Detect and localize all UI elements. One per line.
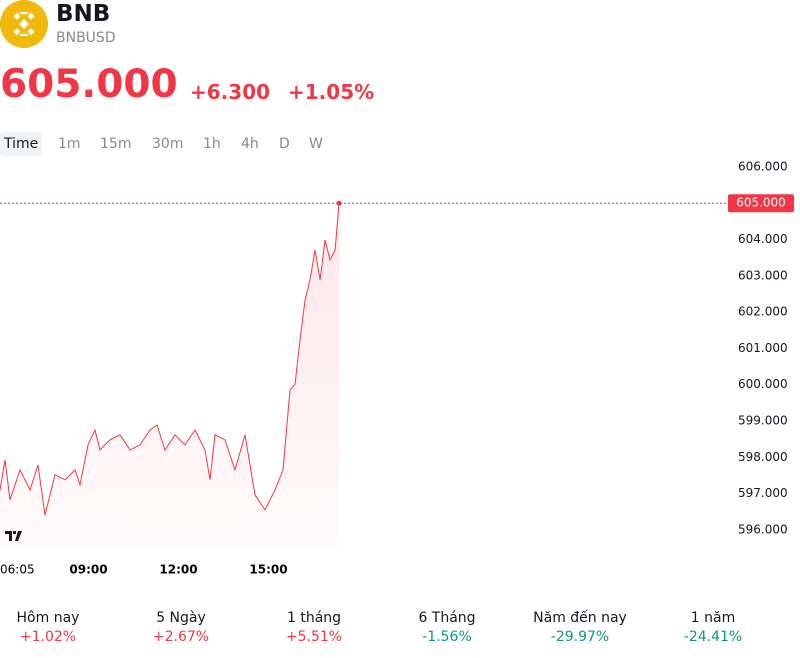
- timeframe-button[interactable]: W: [309, 136, 323, 152]
- performance-value: +1.02%: [19, 629, 77, 645]
- performance-value: +5.51%: [285, 629, 343, 645]
- y-tick-label: 597.000: [738, 486, 788, 500]
- performance-item: 6 Tháng -1.56%: [382, 610, 512, 645]
- y-tick-label: 599.000: [738, 413, 788, 427]
- y-tick-label: 606.000: [738, 159, 788, 173]
- x-tick-label: 09:00: [69, 563, 107, 577]
- timeframe-button[interactable]: D: [279, 136, 290, 152]
- y-tick-label: 598.000: [738, 450, 788, 464]
- performance-value: +2.67%: [152, 629, 210, 645]
- performance-item: 5 Ngày +2.67%: [116, 610, 246, 645]
- y-tick-label: 596.000: [738, 522, 788, 536]
- y-tick-label: 603.000: [738, 268, 788, 282]
- last-price: 605.000: [0, 62, 178, 107]
- last-price-tag-label: 605.000: [736, 196, 786, 210]
- symbol-name: BNB: [56, 1, 111, 27]
- x-tick-label: 15:00: [249, 563, 287, 577]
- price-change-percent: +1.05%: [288, 80, 375, 104]
- price-change: +6.300: [190, 80, 271, 104]
- timeframe-button[interactable]: 1h: [203, 136, 221, 152]
- performance-item: 1 năm -24.41%: [648, 610, 778, 645]
- y-tick-label: 600.000: [738, 377, 788, 391]
- performance-value: -1.56%: [422, 629, 472, 645]
- performance-label: 1 tháng: [286, 610, 342, 626]
- timeframe-button[interactable]: 1m: [58, 136, 81, 152]
- y-tick-label: 604.000: [738, 232, 788, 246]
- x-tick-label: 06:05: [0, 563, 35, 577]
- coin-logo: [0, 0, 48, 48]
- performance-value: -29.97%: [550, 629, 610, 645]
- performance-label: Năm đến nay: [533, 610, 627, 626]
- last-price-tag: [728, 194, 794, 213]
- performance-item: Năm đến nay -29.97%: [515, 610, 645, 645]
- y-tick-label: 601.000: [738, 341, 788, 355]
- symbol-ticker: BNBUSD: [56, 30, 116, 46]
- performance-label: Hôm nay: [16, 610, 80, 626]
- performance-label: 5 Ngày: [156, 610, 206, 626]
- last-point: [336, 200, 342, 206]
- performance-item: Hôm nay +1.02%: [0, 610, 113, 645]
- x-tick-label: 12:00: [159, 563, 197, 577]
- performance-label: 1 năm: [690, 610, 736, 626]
- chart: 596.000 597.000 598.000 599.000 600.000 601.0…: [0, 159, 794, 577]
- y-tick-label: 602.000: [738, 305, 788, 319]
- performance-value: -24.41%: [683, 629, 743, 645]
- timeframe-button[interactable]: Time: [0, 132, 43, 156]
- price-line: [0, 203, 340, 516]
- timeframe-button[interactable]: 4h: [241, 136, 259, 152]
- timeframe-button[interactable]: 30m: [152, 136, 184, 152]
- performance-label: 6 Tháng: [418, 610, 476, 626]
- performance-item: 1 tháng +5.51%: [249, 610, 379, 645]
- area-fill: [0, 203, 340, 548]
- timeframe-button[interactable]: 15m: [100, 136, 132, 152]
